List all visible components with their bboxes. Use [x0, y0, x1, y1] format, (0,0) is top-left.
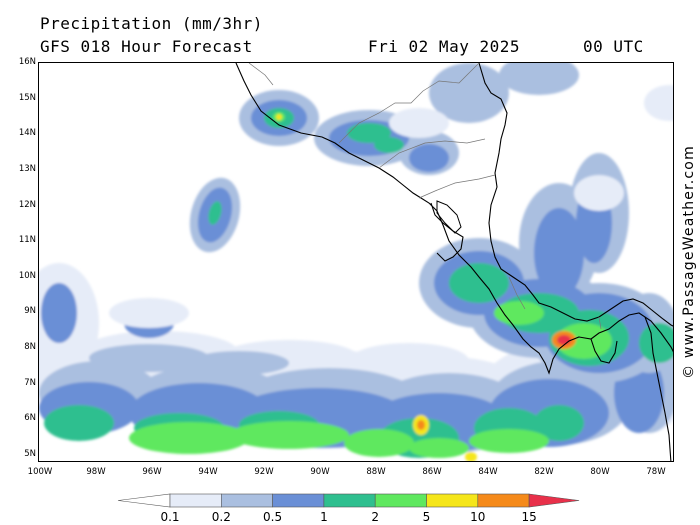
precip-cell	[574, 175, 624, 211]
longitude-label: 88W	[366, 467, 386, 477]
azuero-peninsula	[590, 338, 618, 364]
nicoya-peninsula	[430, 202, 464, 262]
legend-label: 15	[521, 510, 537, 524]
precip-cell	[208, 201, 222, 225]
precip-cell	[276, 114, 282, 120]
central-america-coastline	[235, 63, 673, 375]
forecast-date: Fri 02 May 2025	[368, 37, 520, 56]
precip-cell	[89, 344, 209, 372]
precip-cell	[347, 123, 391, 143]
legend-label: 0.2	[211, 510, 231, 524]
latitude-label: 5N	[24, 449, 36, 459]
latitude-label: 9N	[24, 306, 36, 317]
precipitation-legend	[117, 493, 580, 508]
latitude-label: 14N	[18, 128, 36, 139]
legend-label: 10	[470, 510, 486, 524]
longitude-label: 82W	[534, 467, 554, 477]
longitude-label: 100W	[27, 467, 53, 477]
precip-cell	[409, 144, 449, 172]
forecast-time: 00 UTC	[583, 37, 644, 56]
precip-cell	[465, 452, 477, 461]
map-canvas	[39, 63, 673, 461]
legend-label: 0.5	[263, 510, 283, 524]
legend-swatch	[221, 493, 273, 508]
country-borders	[248, 63, 602, 330]
land-outline	[235, 63, 673, 461]
precip-cell	[44, 405, 114, 441]
precip-cell	[534, 405, 584, 441]
longitude-label: 80W	[590, 467, 610, 477]
precip-cell	[417, 420, 425, 430]
precip-cell	[494, 301, 544, 325]
forecast-subtitle: GFS 018 Hour Forecast	[40, 37, 253, 56]
precip-cell	[449, 263, 509, 303]
website-credit: © www.PassageWeather.com	[681, 145, 697, 379]
latitude-label: 15N	[18, 92, 36, 103]
latitude-label: 16N	[18, 57, 36, 67]
precip-cell	[557, 335, 571, 345]
longitude-label: 94W	[198, 467, 218, 477]
longitude-label: 90W	[310, 467, 330, 477]
longitude-label: 98W	[86, 467, 106, 477]
precip-cell	[644, 85, 673, 121]
precip-cell	[499, 63, 579, 95]
precipitation-field	[39, 63, 673, 461]
legend-swatch	[528, 493, 580, 508]
legend-swatch	[374, 493, 427, 508]
precip-cell	[639, 323, 673, 363]
legend-swatch	[323, 493, 376, 508]
precip-cell	[344, 429, 414, 457]
precip-cell	[534, 208, 584, 298]
precip-cell	[349, 343, 469, 379]
legend-swatch	[272, 493, 325, 508]
precip-cell	[429, 63, 509, 123]
longitude-label: 92W	[254, 467, 274, 477]
longitude-label: 86W	[422, 467, 442, 477]
longitude-label: 96W	[142, 467, 162, 477]
latitude-label: 12N	[18, 199, 36, 210]
latitude-label: 10N	[18, 270, 36, 281]
latitude-label: 11N	[18, 235, 36, 246]
precip-cell	[409, 438, 469, 458]
precip-cell	[556, 323, 612, 359]
map-title: Precipitation (mm/3hr)	[40, 14, 263, 33]
latitude-label: 7N	[24, 377, 36, 388]
longitude-label: 78W	[646, 467, 666, 477]
precip-cell	[374, 137, 404, 153]
caribbean-coastline	[478, 63, 673, 327]
precip-cell	[389, 108, 449, 138]
precipitation-map	[38, 62, 674, 462]
legend-swatch	[117, 493, 171, 508]
precip-cell	[189, 351, 289, 375]
legend-label: 2	[371, 510, 380, 524]
precip-cell	[41, 283, 77, 343]
precip-cell	[469, 429, 549, 453]
latitude-label: 6N	[24, 413, 36, 424]
precip-cell	[109, 298, 189, 328]
precip-cell	[229, 421, 349, 449]
lake-nicaragua	[436, 200, 462, 234]
legend-label: 5	[422, 510, 431, 524]
legend-label: 0.1	[160, 510, 180, 524]
legend-swatch	[169, 493, 222, 508]
colombia-coast	[644, 316, 672, 461]
precip-cell	[129, 422, 249, 454]
legend-swatch	[426, 493, 479, 508]
latitude-label: 13N	[18, 163, 36, 174]
legend-color-bar	[117, 493, 580, 508]
legend-swatch	[477, 493, 530, 508]
latitude-label: 8N	[24, 342, 36, 353]
legend-label: 1	[320, 510, 328, 524]
longitude-label: 84W	[478, 467, 498, 477]
